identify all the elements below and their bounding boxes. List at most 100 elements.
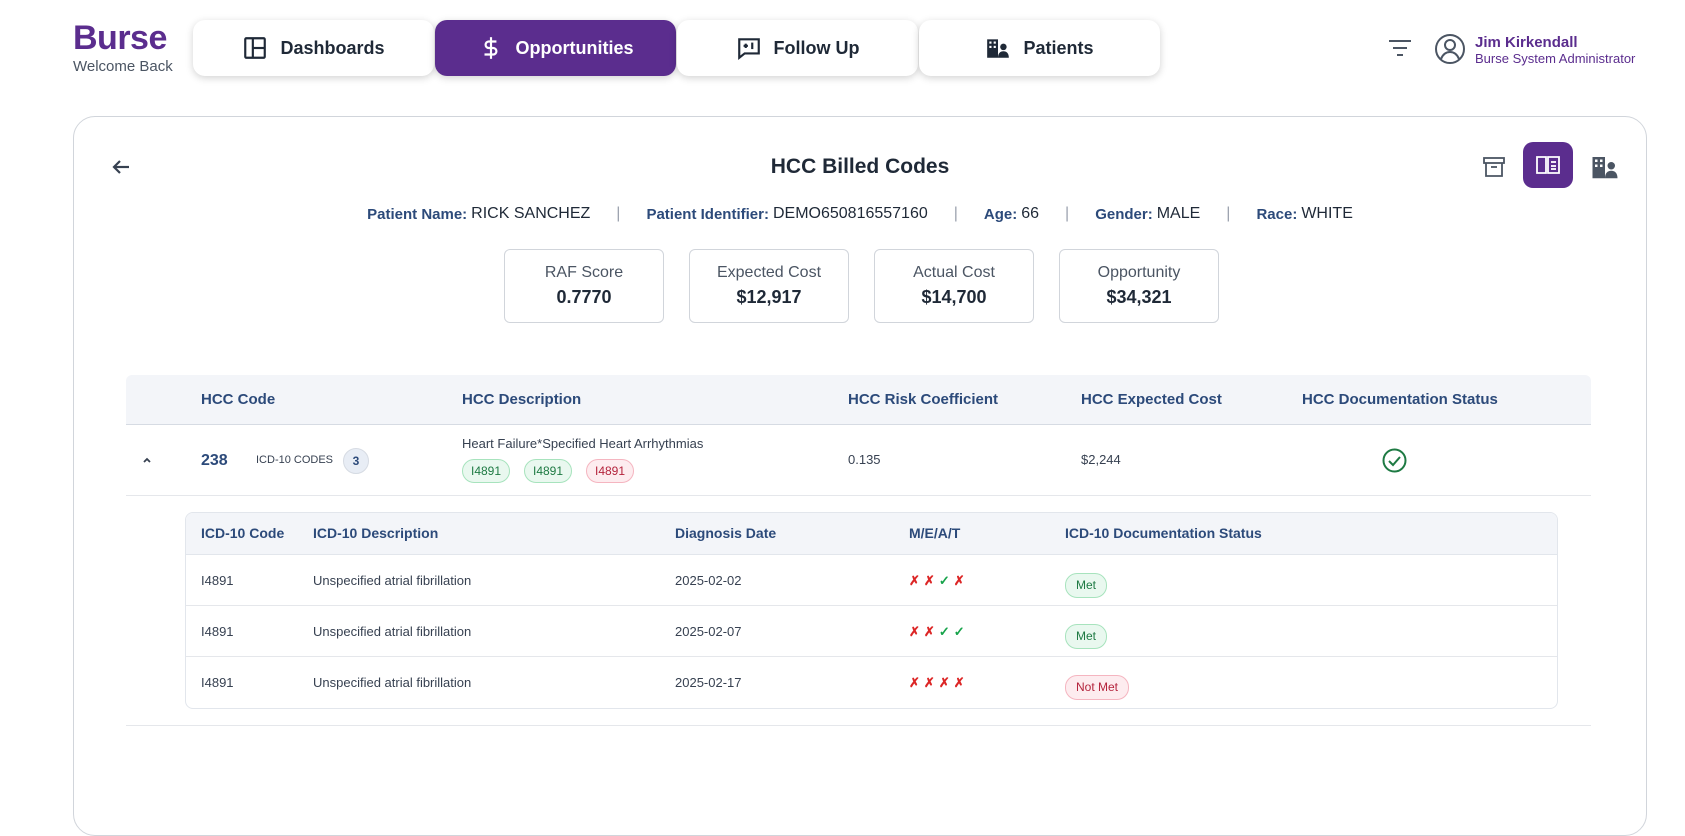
- meat-e: ✗: [923, 573, 939, 588]
- icd-table-header: ICD-10 Code ICD-10 Description Diagnosis…: [186, 513, 1557, 555]
- gender-label: Gender:: [1095, 205, 1153, 223]
- status-badge: Not Met: [1065, 675, 1130, 700]
- metric-label: RAF Score: [544, 264, 624, 281]
- patient-gender: MALE: [1156, 205, 1201, 222]
- patient-view-icon[interactable]: [1590, 152, 1620, 182]
- meat-t: ✓: [953, 624, 969, 639]
- diagnosis-date: 2025-02-07: [675, 624, 742, 639]
- meat-t: ✗: [953, 573, 969, 588]
- dollar-icon: [484, 37, 497, 59]
- patient-race: WHITE: [1301, 205, 1353, 222]
- brand-logo[interactable]: Burse: [73, 19, 167, 57]
- meat-a: ✓: [938, 573, 954, 588]
- icd-description: Unspecified atrial fibrillation: [313, 675, 472, 690]
- icd-code: I4891: [201, 573, 234, 588]
- meat-m: ✗: [909, 675, 924, 690]
- status-badge: Met: [1065, 573, 1108, 598]
- meat-indicators: ✗✗✓✓: [909, 624, 969, 640]
- race-label: Race:: [1256, 205, 1298, 223]
- archive-icon[interactable]: [1479, 152, 1509, 182]
- metric-value: $12,917: [736, 287, 802, 307]
- user-avatar-icon[interactable]: [1434, 33, 1466, 65]
- column-header-documentation-status[interactable]: HCC Documentation Status: [1302, 391, 1498, 408]
- reference-book-button[interactable]: [1523, 142, 1573, 188]
- metric-raf-score: RAF Score 0.7770: [504, 249, 664, 323]
- column-header-icd-description[interactable]: ICD-10 Description: [313, 525, 439, 541]
- patient-identifier: DEMO650816557160: [772, 205, 928, 222]
- patient-age: 66: [1021, 205, 1040, 222]
- patients-icon: [987, 39, 1010, 58]
- patient-name-label: Patient Name:: [367, 205, 468, 223]
- hcc-risk-coefficient: 0.135: [848, 452, 881, 467]
- icd-count-badge: 3: [343, 448, 369, 474]
- separator: |: [1226, 205, 1231, 222]
- tab-follow-up[interactable]: Follow Up: [677, 20, 918, 76]
- icd-chip[interactable]: I4891: [462, 459, 511, 483]
- user-role: Burse System Administrator: [1475, 51, 1636, 66]
- tab-follow-up-label: Follow Up: [773, 37, 860, 58]
- filter-icon[interactable]: [1387, 38, 1413, 58]
- column-header-expected-cost[interactable]: HCC Expected Cost: [1081, 391, 1222, 408]
- tab-opportunities-label: Opportunities: [515, 37, 634, 58]
- separator: |: [1065, 205, 1070, 222]
- hcc-table: HCC Code HCC Description HCC Risk Coeffi…: [126, 375, 1591, 726]
- patient-name: RICK SANCHEZ: [471, 205, 591, 222]
- column-header-hcc-description[interactable]: HCC Description: [462, 391, 582, 408]
- tab-patients-label: Patients: [1023, 37, 1094, 58]
- column-header-meat[interactable]: M/E/A/T: [909, 525, 961, 541]
- table-row[interactable]: I4891 Unspecified atrial fibrillation 20…: [186, 606, 1557, 657]
- brand[interactable]: Burse Welcome Back: [73, 20, 173, 75]
- metric-value: 0.7770: [556, 287, 612, 307]
- tab-patients[interactable]: Patients: [919, 20, 1160, 76]
- icd-code: I4891: [201, 624, 234, 639]
- hcc-expected-cost: $2,244: [1081, 452, 1121, 467]
- tab-dashboards-label: Dashboards: [280, 37, 385, 58]
- icd-chip[interactable]: I4891: [586, 459, 635, 483]
- separator: |: [616, 205, 621, 222]
- user-name[interactable]: Jim Kirkendall: [1475, 34, 1578, 51]
- icd-description: Unspecified atrial fibrillation: [313, 573, 472, 588]
- meat-indicators: ✗✗✗✗: [909, 675, 969, 691]
- meat-e: ✗: [923, 675, 939, 690]
- diagnosis-date: 2025-02-02: [675, 573, 742, 588]
- separator: |: [953, 205, 958, 222]
- diagnosis-date: 2025-02-17: [675, 675, 742, 690]
- meat-m: ✗: [909, 573, 924, 588]
- patient-info-bar: Patient Name: RICK SANCHEZ | Patient Ide…: [74, 205, 1646, 223]
- hcc-description: Heart Failure*Specified Heart Arrhythmia…: [462, 436, 704, 451]
- age-label: Age:: [983, 205, 1018, 223]
- hcc-row[interactable]: 238 ICD-10 CODES 3 Heart Failure*Specifi…: [126, 425, 1591, 496]
- meat-a: ✗: [938, 675, 954, 690]
- status-badge: Met: [1065, 624, 1108, 649]
- meat-a: ✓: [938, 624, 954, 639]
- metric-expected-cost: Expected Cost $12,917: [689, 249, 849, 323]
- tab-opportunities[interactable]: Opportunities: [435, 20, 676, 76]
- metric-label: Actual Cost: [913, 264, 995, 281]
- hcc-code[interactable]: 238: [201, 452, 228, 469]
- metric-value: $34,321: [1106, 287, 1172, 307]
- meat-e: ✗: [923, 624, 939, 639]
- back-arrow-icon[interactable]: [109, 155, 133, 179]
- column-header-hcc-code[interactable]: HCC Code: [201, 391, 276, 408]
- tab-dashboards[interactable]: Dashboards: [193, 20, 434, 76]
- icd-table: ICD-10 Code ICD-10 Description Diagnosis…: [185, 512, 1558, 709]
- icd-chip[interactable]: I4891: [524, 459, 573, 483]
- metric-label: Opportunity: [1097, 264, 1181, 281]
- table-row[interactable]: I4891 Unspecified atrial fibrillation 20…: [186, 555, 1557, 606]
- meat-t: ✗: [953, 675, 969, 690]
- icd-codes-label: ICD-10 CODES: [256, 454, 334, 466]
- column-header-icd-code[interactable]: ICD-10 Code: [201, 525, 285, 541]
- patient-identifier-label: Patient Identifier:: [646, 205, 769, 223]
- column-header-risk-coefficient[interactable]: HCC Risk Coefficient: [848, 391, 999, 408]
- welcome-text: Welcome Back: [73, 58, 173, 75]
- icd-description: Unspecified atrial fibrillation: [313, 624, 472, 639]
- column-header-icd-documentation-status[interactable]: ICD-10 Documentation Status: [1065, 525, 1262, 541]
- dashboard-icon: [244, 37, 267, 59]
- column-header-diagnosis-date[interactable]: Diagnosis Date: [675, 525, 777, 541]
- chevron-up-icon[interactable]: [140, 453, 154, 467]
- metric-opportunity: Opportunity $34,321: [1059, 249, 1219, 323]
- open-book-icon: [1536, 156, 1560, 174]
- table-row[interactable]: I4891 Unspecified atrial fibrillation 20…: [186, 657, 1557, 708]
- metric-label: Expected Cost: [716, 264, 822, 281]
- page-title: HCC Billed Codes: [770, 155, 950, 178]
